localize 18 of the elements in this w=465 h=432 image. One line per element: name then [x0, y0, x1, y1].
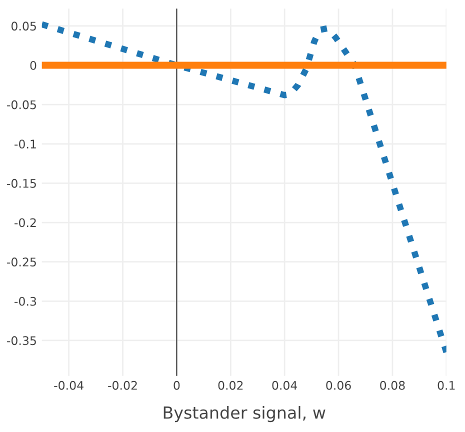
y-tick-label: 0.05: [11, 22, 36, 31]
y-tick-label: -0.25: [7, 258, 36, 266]
y-tick-label: 0: [30, 60, 36, 70]
x-tick-label: 0.1: [438, 380, 455, 390]
y-tick-label: -0.05: [7, 100, 36, 110]
x-axis-title: Bystander signal, w: [164, 406, 326, 422]
x-tick-label: 0.04: [272, 380, 298, 390]
x-tick-label: -0.04: [54, 380, 84, 390]
y-tick-label: -0.3: [14, 296, 36, 306]
x-tick-label: 0.08: [380, 380, 405, 390]
x-tick-label: 0.06: [326, 380, 351, 390]
y-tick-label: -0.1: [14, 140, 36, 149]
x-tick-label: 0: [174, 380, 180, 390]
y-tick-label: -0.35: [7, 336, 36, 346]
y-tick-label: -0.15: [7, 178, 36, 188]
x-tick-label: 0.02: [218, 380, 243, 390]
y-tick-label: -0.2: [14, 218, 36, 228]
x-tick-label: -0.02: [108, 380, 137, 390]
